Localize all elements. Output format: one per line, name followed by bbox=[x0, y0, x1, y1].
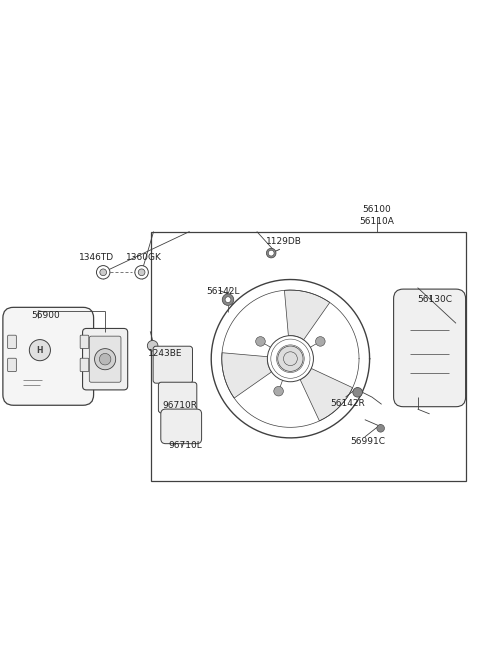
Circle shape bbox=[256, 337, 265, 346]
Circle shape bbox=[222, 294, 234, 305]
FancyBboxPatch shape bbox=[153, 346, 192, 383]
Text: 96710R: 96710R bbox=[162, 401, 197, 410]
Circle shape bbox=[315, 337, 325, 346]
Text: 56100: 56100 bbox=[362, 206, 391, 214]
Circle shape bbox=[353, 388, 362, 397]
FancyBboxPatch shape bbox=[80, 335, 89, 348]
Circle shape bbox=[99, 354, 111, 365]
Text: H: H bbox=[36, 346, 43, 354]
Text: 56110A: 56110A bbox=[360, 217, 394, 227]
Polygon shape bbox=[285, 290, 330, 340]
FancyBboxPatch shape bbox=[161, 409, 202, 443]
FancyBboxPatch shape bbox=[8, 358, 16, 371]
Circle shape bbox=[268, 250, 274, 256]
Circle shape bbox=[377, 424, 384, 432]
Text: 1129DB: 1129DB bbox=[266, 236, 302, 246]
Circle shape bbox=[267, 335, 313, 382]
Circle shape bbox=[278, 346, 303, 371]
Circle shape bbox=[225, 297, 231, 303]
FancyBboxPatch shape bbox=[158, 383, 197, 413]
FancyBboxPatch shape bbox=[3, 307, 94, 405]
Polygon shape bbox=[300, 368, 353, 421]
Bar bbox=[151, 231, 466, 481]
Circle shape bbox=[147, 341, 158, 351]
Polygon shape bbox=[222, 353, 272, 398]
Circle shape bbox=[266, 248, 276, 258]
Text: 56130C: 56130C bbox=[418, 295, 453, 304]
FancyBboxPatch shape bbox=[89, 336, 121, 383]
Text: 56142R: 56142R bbox=[330, 399, 365, 408]
Text: 1243BE: 1243BE bbox=[148, 349, 182, 358]
Circle shape bbox=[29, 339, 50, 361]
Circle shape bbox=[96, 265, 110, 279]
Circle shape bbox=[95, 348, 116, 369]
FancyBboxPatch shape bbox=[8, 335, 16, 348]
Circle shape bbox=[274, 386, 283, 396]
Text: 1346TD: 1346TD bbox=[79, 253, 114, 263]
Text: 96710L: 96710L bbox=[168, 441, 202, 449]
Text: 56142L: 56142L bbox=[206, 287, 240, 296]
Circle shape bbox=[135, 265, 148, 279]
Text: 56991C: 56991C bbox=[350, 438, 385, 446]
Circle shape bbox=[100, 269, 107, 276]
Circle shape bbox=[138, 269, 145, 276]
Text: 1360GK: 1360GK bbox=[126, 253, 162, 263]
FancyBboxPatch shape bbox=[80, 358, 89, 371]
Text: 56900: 56900 bbox=[31, 311, 60, 320]
FancyBboxPatch shape bbox=[394, 289, 466, 407]
FancyBboxPatch shape bbox=[83, 328, 128, 390]
